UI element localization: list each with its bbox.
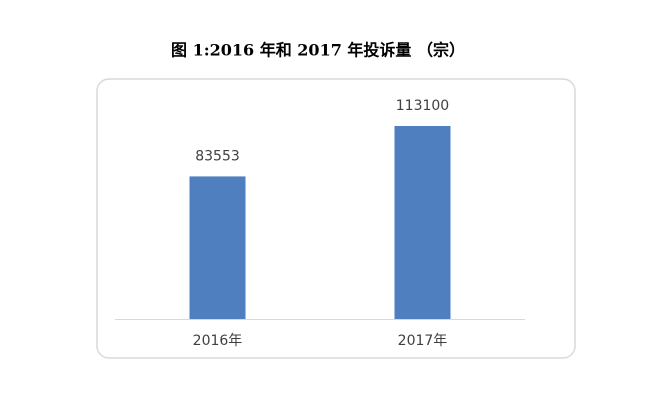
chart-title: 图 1:2016 年和 2017 年投诉量 （宗）: [171, 41, 465, 60]
data-label: 83553: [195, 148, 240, 164]
x-tick-label: 2016年: [193, 333, 243, 349]
data-label: 113100: [396, 98, 449, 114]
bar: [394, 126, 451, 319]
chart-frame: [96, 78, 576, 359]
bar: [189, 176, 246, 319]
x-tick-label: 2017年: [398, 333, 448, 349]
